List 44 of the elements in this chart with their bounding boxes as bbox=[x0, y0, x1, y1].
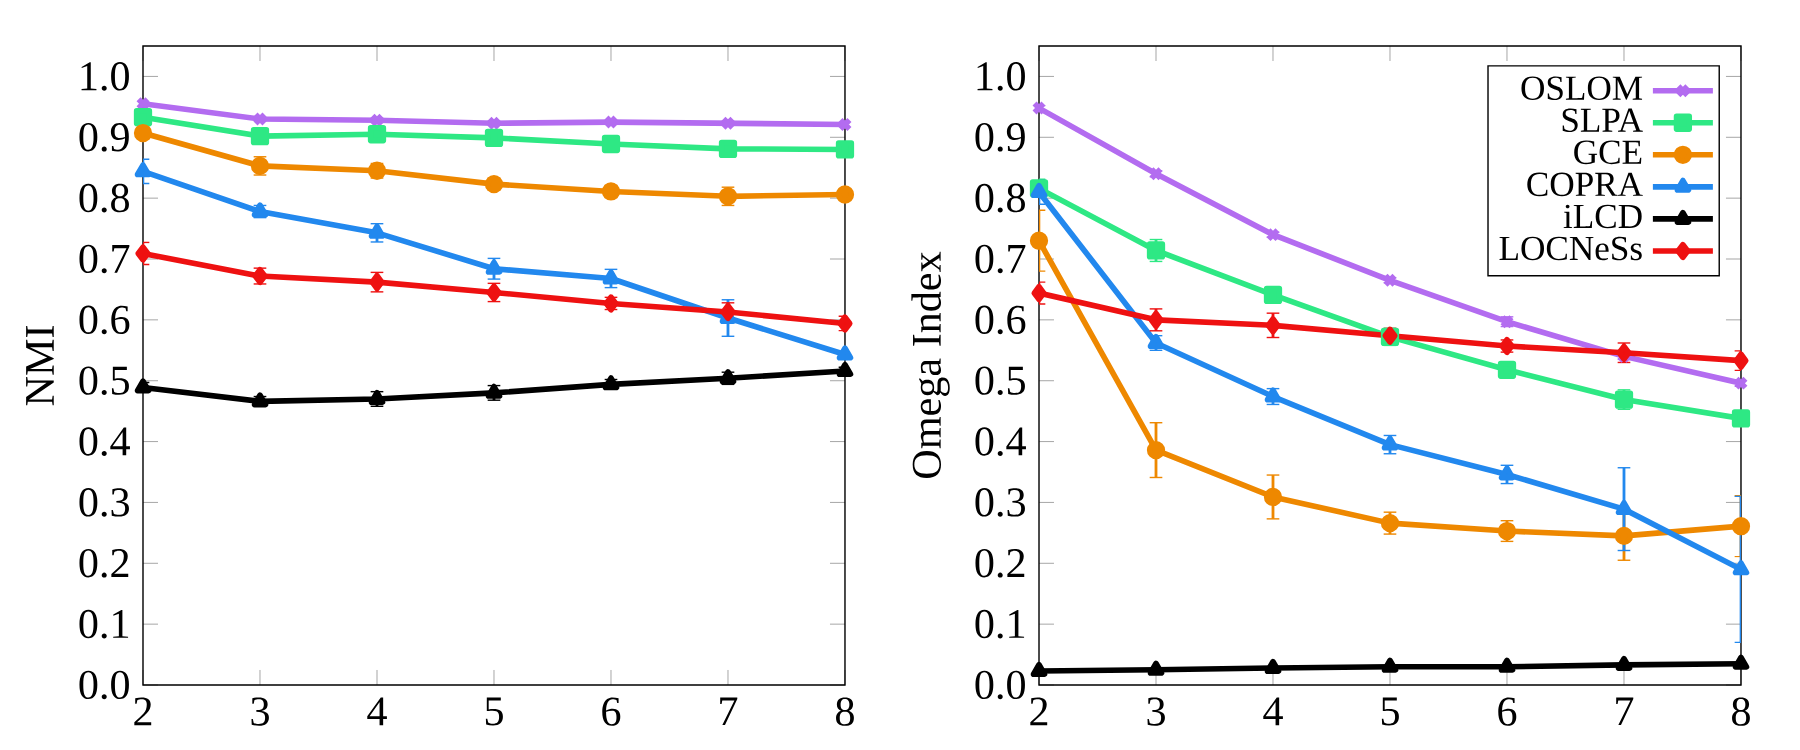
legend-label: OSLOM bbox=[1521, 76, 1643, 101]
y-tick-label: 0.8 bbox=[79, 183, 129, 213]
y-tick-label: 0.5 bbox=[975, 366, 1025, 396]
y-axis-title: NMI bbox=[26, 325, 54, 406]
y-tick-label: 0.2 bbox=[79, 548, 129, 578]
y-tick-label: 0.3 bbox=[79, 488, 129, 517]
x-tick-label: 4 bbox=[1263, 697, 1283, 726]
legend-label: COPRA bbox=[1527, 172, 1643, 197]
x-tick-label: 2 bbox=[1030, 697, 1048, 726]
legend-label: SLPA bbox=[1562, 108, 1643, 133]
y-tick-label: 0.9 bbox=[79, 122, 129, 152]
y-tick-label: 0.4 bbox=[79, 427, 130, 456]
x-tick-label: 7 bbox=[720, 697, 738, 726]
y-tick-label: 0.4 bbox=[975, 427, 1026, 456]
legend-label: GCE bbox=[1574, 140, 1642, 165]
y-tick-label: 0.6 bbox=[975, 305, 1026, 335]
x-tick-label: 2 bbox=[134, 697, 152, 726]
x-tick-label: 3 bbox=[1147, 697, 1165, 726]
y-tick-label: 0.5 bbox=[79, 366, 129, 396]
legend-label: LOCNeSs bbox=[1499, 236, 1642, 261]
x-tick-label: 3 bbox=[251, 697, 269, 726]
y-tick-label: 0.3 bbox=[975, 488, 1025, 517]
y-tick-label: 0.8 bbox=[975, 183, 1025, 213]
legend-label: iLCD bbox=[1563, 204, 1642, 229]
x-tick-label: 8 bbox=[836, 697, 854, 726]
x-tick-label: 5 bbox=[485, 697, 503, 726]
x-tick-label: 7 bbox=[1616, 697, 1634, 726]
x-tick-label: 8 bbox=[1732, 697, 1750, 726]
y-tick-label: 0.1 bbox=[79, 609, 129, 639]
x-tick-label: 6 bbox=[602, 697, 621, 726]
y-tick-label: 1.0 bbox=[977, 62, 1025, 91]
y-tick-label: 0.6 bbox=[79, 305, 130, 335]
y-tick-label: 0.2 bbox=[975, 548, 1025, 578]
y-tick-label: 0.7 bbox=[975, 244, 1026, 274]
y-tick-label: 0.0 bbox=[79, 670, 129, 700]
y-tick-label: 0.1 bbox=[975, 609, 1025, 639]
y-tick-label: 1.0 bbox=[81, 62, 129, 91]
y-axis-title: Omega Index bbox=[911, 251, 950, 478]
y-tick-label: 0.9 bbox=[975, 122, 1025, 152]
x-tick-label: 5 bbox=[1381, 697, 1399, 726]
x-tick-label: 6 bbox=[1498, 697, 1517, 726]
y-tick-label: 0.7 bbox=[79, 244, 130, 274]
y-tick-label: 0.0 bbox=[975, 670, 1025, 700]
x-tick-label: 4 bbox=[367, 697, 387, 726]
